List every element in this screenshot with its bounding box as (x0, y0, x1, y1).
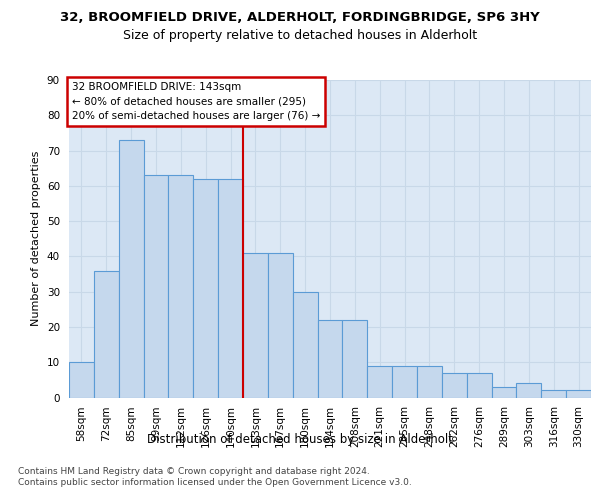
Bar (417, 366, 442, 398)
Bar (119, 140, 143, 398)
Bar (193, 179, 218, 398)
Bar (367, 366, 392, 398)
Bar (442, 373, 467, 398)
Text: 32 BROOMFIELD DRIVE: 143sqm
← 80% of detached houses are smaller (295)
20% of se: 32 BROOMFIELD DRIVE: 143sqm ← 80% of det… (71, 82, 320, 121)
Bar (69, 362, 94, 398)
Bar (517, 384, 541, 398)
Bar (268, 253, 293, 398)
Text: 32, BROOMFIELD DRIVE, ALDERHOLT, FORDINGBRIDGE, SP6 3HY: 32, BROOMFIELD DRIVE, ALDERHOLT, FORDING… (60, 11, 540, 24)
Bar (541, 390, 566, 398)
Text: Distribution of detached houses by size in Alderholt: Distribution of detached houses by size … (147, 432, 453, 446)
Bar (218, 179, 243, 398)
Bar (317, 320, 343, 398)
Text: Size of property relative to detached houses in Alderholt: Size of property relative to detached ho… (123, 29, 477, 42)
Bar (169, 176, 193, 398)
Bar (467, 373, 491, 398)
Bar (243, 253, 268, 398)
Y-axis label: Number of detached properties: Number of detached properties (31, 151, 41, 326)
Bar (392, 366, 417, 398)
Bar (343, 320, 367, 398)
Bar (491, 387, 517, 398)
Bar (143, 176, 169, 398)
Bar (94, 270, 119, 398)
Text: Contains HM Land Registry data © Crown copyright and database right 2024.
Contai: Contains HM Land Registry data © Crown c… (18, 468, 412, 487)
Bar (566, 390, 591, 398)
Bar (293, 292, 317, 398)
